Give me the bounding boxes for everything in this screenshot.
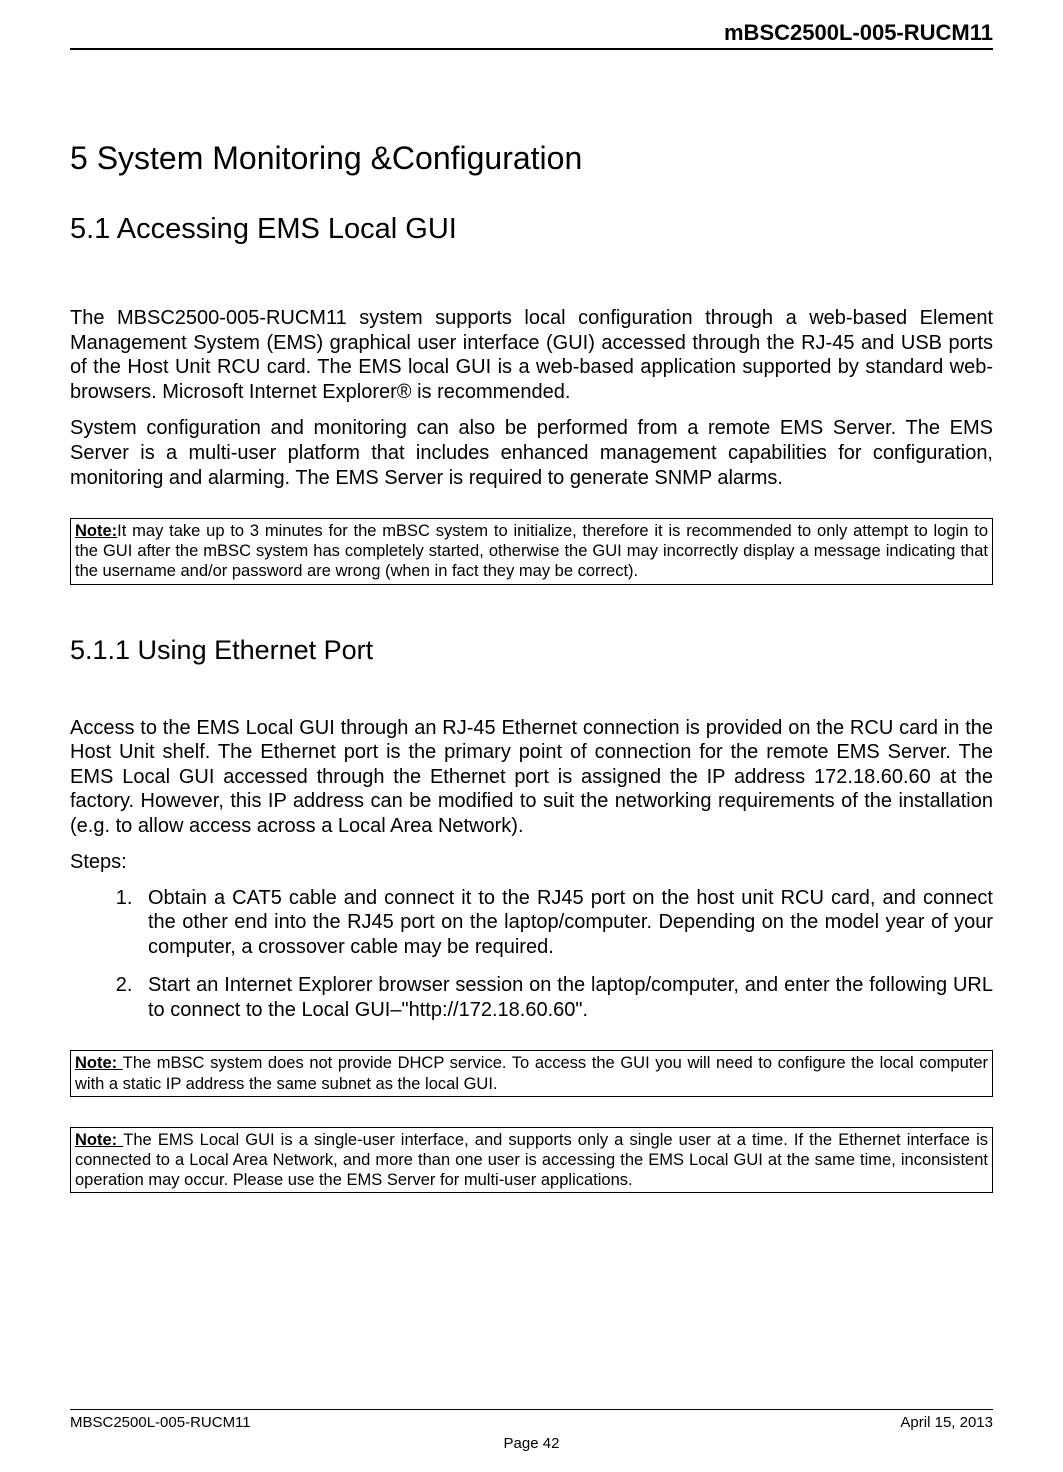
heading-level-2: 5.1 Accessing EMS Local GUI — [70, 213, 993, 246]
footer-page-number: Page 42 — [70, 1435, 993, 1452]
body-paragraph: The MBSC2500-005-RUCM11 system supports … — [70, 306, 993, 404]
note-box: Note:It may take up to 3 minutes for the… — [70, 518, 993, 584]
note-label: Note: — [75, 1054, 123, 1072]
footer-row: MBSC2500L-005-RUCM11 April 15, 2013 — [70, 1414, 993, 1431]
heading-level-1: 5 System Monitoring &Configuration — [70, 140, 993, 177]
body-paragraph: Access to the EMS Local GUI through an R… — [70, 716, 993, 839]
page-content: 5 System Monitoring &Configuration 5.1 A… — [70, 50, 993, 1409]
steps-label: Steps: — [70, 851, 993, 874]
header-doc-id: mBSC2500L-005-RUCM11 — [724, 20, 993, 45]
note-text: It may take up to 3 minutes for the mBSC… — [75, 522, 988, 580]
note-box: Note: The EMS Local GUI is a single-user… — [70, 1127, 993, 1193]
note-text: The mBSC system does not provide DHCP se… — [75, 1054, 988, 1092]
step-item: Obtain a CAT5 cable and connect it to th… — [138, 886, 993, 960]
note-label: Note: — [75, 1131, 123, 1149]
steps-list: Obtain a CAT5 cable and connect it to th… — [70, 886, 993, 1023]
footer-left: MBSC2500L-005-RUCM11 — [70, 1414, 251, 1431]
footer-right: April 15, 2013 — [900, 1414, 993, 1431]
step-item: Start an Internet Explorer browser sessi… — [138, 973, 993, 1022]
page-header: mBSC2500L-005-RUCM11 — [70, 20, 993, 50]
body-paragraph: System configuration and monitoring can … — [70, 416, 993, 490]
page-footer: MBSC2500L-005-RUCM11 April 15, 2013 Page… — [70, 1409, 993, 1452]
document-page: mBSC2500L-005-RUCM11 5 System Monitoring… — [0, 0, 1063, 1472]
note-box: Note: The mBSC system does not provide D… — [70, 1050, 993, 1096]
note-text: The EMS Local GUI is a single-user inter… — [75, 1131, 988, 1189]
heading-level-3: 5.1.1 Using Ethernet Port — [70, 635, 993, 666]
note-label: Note: — [75, 522, 117, 540]
